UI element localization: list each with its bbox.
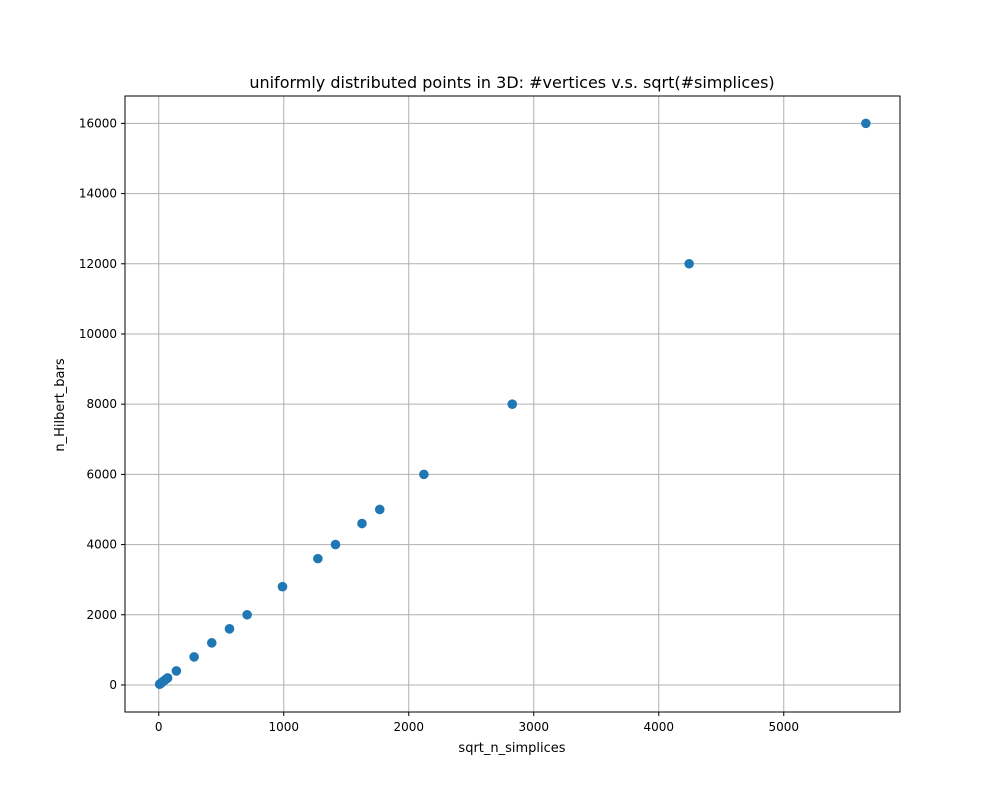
x-tick-label: 1000 [268,720,299,734]
scatter-point [189,652,199,662]
scatter-point [242,609,252,620]
scatter-point [374,504,385,515]
chart-title: uniformly distributed points in 3D: #ver… [249,73,774,92]
y-tick-label: 0 [109,678,117,692]
scatter-point [206,638,217,648]
y-tick-label: 8000 [86,397,117,411]
scatter-point [171,666,182,676]
scatter-point [162,673,173,683]
y-tick-label: 16000 [79,116,117,130]
y-axis-label: n_Hilbert_bars [53,358,68,451]
y-tick-label: 10000 [79,327,117,341]
scatter-point [313,553,323,564]
y-tick-label: 6000 [86,467,117,481]
x-tick-label: 5000 [768,720,799,734]
x-tick-label: 0 [155,720,163,734]
axes-frame [124,95,901,713]
y-tick-label: 14000 [79,187,117,201]
y-tick-label: 2000 [86,608,117,622]
y-tick-label: 12000 [79,257,117,271]
x-tick-label: 2000 [393,720,424,734]
data-points [154,118,871,690]
x-tick-label: 4000 [643,720,674,734]
scatter-point [507,399,518,409]
scatter-point [224,624,235,634]
y-tick-label: 4000 [86,538,117,552]
scatter-point [861,118,871,129]
x-tick-label: 3000 [518,720,549,734]
grid-lines [125,96,900,712]
ticks: 0 1000 2000 3000 4000 5000 0 2000 4000 6000 8000 10… [79,116,799,734]
scatter-point [277,581,288,592]
scatter-point [684,258,694,269]
x-axis-label: sqrt_n_simplices [458,741,565,756]
scatter-point [357,518,367,529]
scatter-point [419,469,429,480]
scatter-point [330,539,341,550]
